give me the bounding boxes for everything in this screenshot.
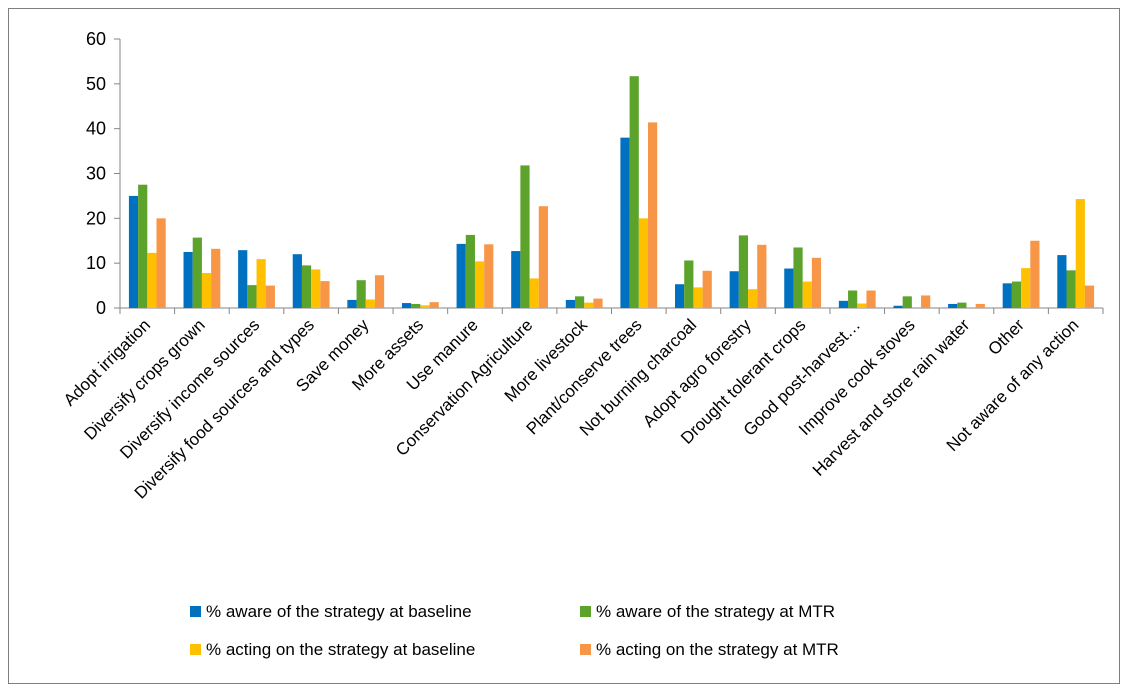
bar: [902, 296, 912, 308]
legend-swatch: [190, 644, 201, 655]
chart-frame: 0 10 20 30 40 50 60 Adopt irrigation Diversify c…: [8, 8, 1120, 684]
y-tick-label: 40: [86, 119, 106, 139]
bar: [975, 303, 985, 308]
bar: [629, 76, 639, 308]
bar: [857, 303, 867, 308]
bar: [347, 299, 357, 308]
bar: [520, 165, 530, 308]
bar: [911, 307, 922, 308]
bar: [565, 299, 575, 308]
bar: [238, 250, 248, 308]
legend-label: % aware of the strategy at MTR: [596, 602, 835, 621]
bar: [921, 295, 931, 308]
bar: [811, 257, 822, 308]
bar: [838, 300, 849, 308]
bar: [128, 195, 139, 308]
bar: [1084, 285, 1095, 308]
bar: [802, 281, 812, 308]
bar: [957, 302, 967, 308]
bar: [1002, 283, 1012, 308]
bar: [948, 303, 958, 308]
x-category-label: Other: [984, 315, 1028, 359]
bar: [320, 281, 330, 308]
bar: [484, 244, 494, 308]
legend-label: % acting on the strategy at MTR: [596, 640, 839, 659]
bar: [192, 237, 202, 308]
bar: [201, 273, 212, 308]
bar: [702, 270, 712, 308]
bars: [128, 76, 1095, 308]
bar: [784, 268, 794, 308]
legend-label: % acting on the strategy at baseline: [206, 640, 475, 659]
bar: [356, 280, 366, 308]
bar: [593, 298, 603, 308]
bar: [538, 206, 548, 308]
bar: [511, 251, 521, 308]
bar: [1030, 240, 1040, 308]
bar: [401, 303, 412, 308]
bar: [456, 243, 466, 308]
bar: [156, 218, 166, 308]
bar: [311, 269, 321, 308]
bar: [729, 271, 739, 308]
bar: [693, 287, 703, 308]
bar: [1066, 270, 1076, 308]
bar: [966, 307, 976, 308]
bar: [247, 285, 257, 308]
bar: [465, 234, 475, 308]
bar: [638, 218, 649, 308]
bar: [256, 259, 266, 308]
y-tick-label: 60: [86, 29, 106, 49]
bar: [866, 290, 876, 308]
bar: [211, 248, 221, 308]
bar: [574, 296, 585, 308]
y-tick-label: 20: [86, 208, 106, 228]
bar: [620, 137, 630, 308]
y-tick-label: 30: [86, 164, 106, 184]
bar: [429, 302, 439, 308]
y-tick-label: 0: [96, 298, 106, 318]
y-tick-label: 10: [86, 253, 106, 273]
bar: [748, 289, 758, 308]
legend: % aware of the strategy at baseline % awa…: [190, 602, 839, 659]
legend-swatch: [190, 606, 201, 617]
bar: [738, 235, 749, 308]
bar: [365, 299, 375, 308]
bar: [529, 278, 539, 308]
bar: [793, 247, 803, 308]
bar: [292, 254, 302, 308]
bar: [584, 302, 594, 308]
bar: [138, 184, 148, 308]
bar: [1057, 255, 1067, 308]
y-tick-label: 50: [86, 74, 106, 94]
bar: [757, 244, 767, 308]
bar: [675, 284, 685, 308]
bar: [648, 122, 658, 308]
bar: [420, 305, 430, 308]
bar: [374, 275, 385, 308]
bar: [893, 305, 903, 308]
bar: [1011, 281, 1022, 308]
axes: [114, 38, 1104, 314]
bar: [848, 290, 858, 308]
bar: [1075, 199, 1085, 308]
bar: [301, 265, 312, 308]
bar: [411, 303, 421, 308]
bar: [147, 252, 157, 308]
legend-label: % aware of the strategy at baseline: [206, 602, 472, 621]
bar: [1021, 268, 1031, 308]
legend-swatch: [580, 606, 591, 617]
bar: [183, 251, 193, 308]
bar: [265, 285, 275, 308]
bar: [684, 260, 694, 308]
legend-swatch: [580, 644, 591, 655]
bar: [474, 261, 485, 308]
